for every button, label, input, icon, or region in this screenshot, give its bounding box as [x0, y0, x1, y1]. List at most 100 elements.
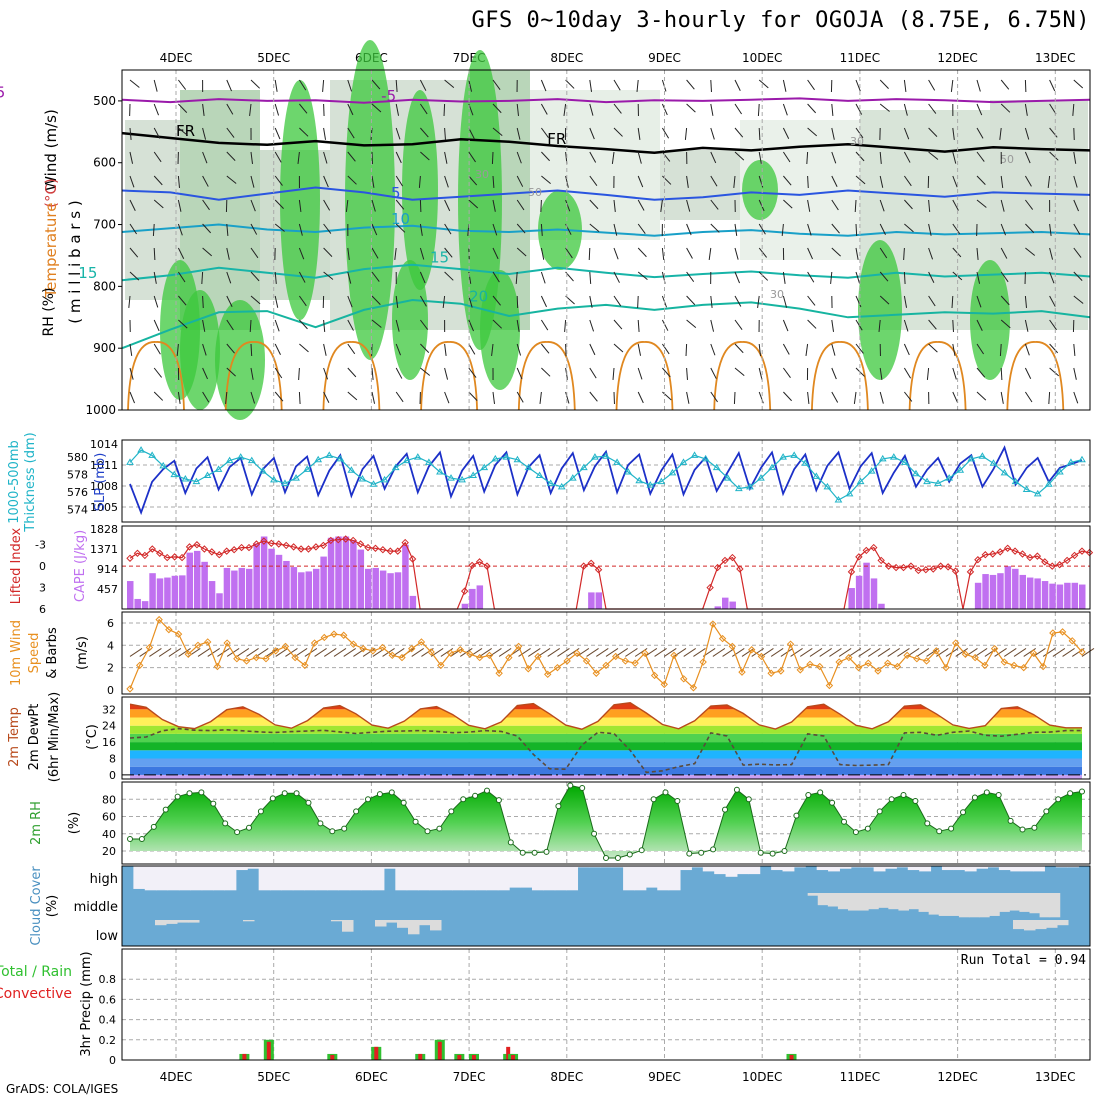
li-marker: [914, 566, 923, 575]
isotherm-25-segment: [517, 341, 576, 411]
wind-barb: [226, 247, 230, 260]
wind-barb: [1073, 343, 1076, 356]
wind-barb: [274, 151, 282, 163]
cloud-gap: [987, 866, 1000, 868]
rh-wet-patch: [480, 270, 520, 390]
rh-marker: [662, 789, 669, 796]
wind-barb: [492, 175, 495, 189]
wind-barb-10m: [722, 648, 735, 657]
wind-barb: [589, 127, 595, 140]
wind-marker: [398, 653, 406, 662]
upper-air-panel: [121, 69, 1091, 411]
wind-barb: [879, 175, 884, 188]
rh-marker: [1067, 790, 1074, 797]
cloud-gap: [361, 866, 374, 891]
wind-barb: [928, 151, 939, 160]
wind-barb: [274, 175, 283, 186]
wind-marker: [427, 648, 435, 656]
wind-barb: [298, 271, 306, 283]
li-marker: [951, 567, 960, 575]
wind-barb: [565, 247, 573, 259]
wind-marker: [660, 680, 668, 689]
wind-barb: [444, 199, 451, 212]
wind-barb: [395, 199, 405, 210]
thickness-marker: [137, 446, 145, 453]
wind-barb: [952, 127, 955, 140]
wind-barb: [708, 247, 712, 260]
cloud-gap: [258, 866, 271, 891]
wind-barb: [589, 319, 595, 332]
wind-barb: [491, 343, 494, 356]
date-tick-bottom: 12DEC: [937, 1070, 977, 1084]
wind-barb: [153, 391, 164, 401]
wind-barb-10m: [207, 648, 220, 657]
rh-marker: [317, 820, 324, 827]
pressure-tick: 500: [93, 94, 116, 108]
thickness-line: [129, 449, 1083, 501]
wind-barb: [420, 343, 430, 353]
wind-marker: [534, 652, 542, 661]
wind-barb: [710, 319, 715, 332]
wind-barb: [855, 79, 861, 92]
wind-panel: [121, 611, 1091, 695]
wind-barb: [807, 127, 818, 137]
wind-barb: [904, 223, 914, 233]
wind-barb: [637, 175, 644, 188]
li-marker: [252, 540, 261, 548]
precip-tick: 0.6: [99, 993, 117, 1006]
rh-marker: [174, 793, 181, 800]
wind-barb-10m: [324, 648, 337, 657]
cloud-gap: [375, 920, 387, 927]
rh-marker: [305, 799, 312, 806]
cape-bar: [1079, 584, 1086, 609]
wind-barb: [830, 271, 833, 284]
wind-barb: [298, 295, 307, 307]
wind-barb: [345, 199, 349, 212]
li-marker: [170, 553, 179, 561]
wind-barb: [782, 79, 787, 92]
wind-barb: [298, 199, 302, 212]
date-tick-top: 11DEC: [840, 51, 880, 65]
li-marker: [936, 562, 945, 570]
wind-barb: [347, 319, 354, 331]
cloud-gap: [397, 920, 409, 928]
pressure-tick: 700: [93, 218, 116, 232]
cape-bar: [387, 573, 394, 609]
li-marker: [200, 545, 209, 553]
wind-barb: [686, 247, 693, 259]
wind-barb: [371, 247, 379, 259]
wind-barb: [153, 199, 164, 209]
wind-barb: [1073, 247, 1082, 258]
wind-barb-10m: [547, 648, 560, 657]
wind-marker: [971, 653, 979, 662]
wind-marker: [612, 652, 620, 661]
wind-barb-10m: [1081, 648, 1095, 657]
wind-barb: [637, 319, 640, 333]
cape-bar: [253, 543, 260, 609]
cape-bar: [201, 561, 208, 609]
wind-marker: [816, 662, 824, 671]
wind-barb: [492, 127, 503, 137]
wind-barb: [710, 79, 712, 93]
rh-marker: [614, 854, 621, 861]
temp-band: [130, 758, 1082, 767]
cloud-gap: [383, 866, 396, 869]
wind-barb: [468, 151, 476, 163]
thickness-marker: [823, 482, 832, 490]
wind-barb: [807, 247, 813, 260]
cloud-gap: [408, 920, 420, 935]
wind-barb: [1073, 79, 1084, 89]
precip-convective-bar: [242, 1053, 247, 1060]
cape-bar: [870, 578, 878, 609]
wind-barb: [1025, 199, 1034, 210]
li-marker: [304, 545, 313, 553]
wind-barb: [878, 319, 881, 332]
cloud-gap: [178, 866, 191, 891]
thickness-tick: 576: [67, 486, 88, 499]
wind-barb: [468, 175, 478, 186]
wind-marker: [136, 661, 144, 670]
cloud-gap: [885, 866, 897, 869]
cloud-gap: [873, 866, 886, 872]
thickness-marker: [247, 456, 256, 464]
